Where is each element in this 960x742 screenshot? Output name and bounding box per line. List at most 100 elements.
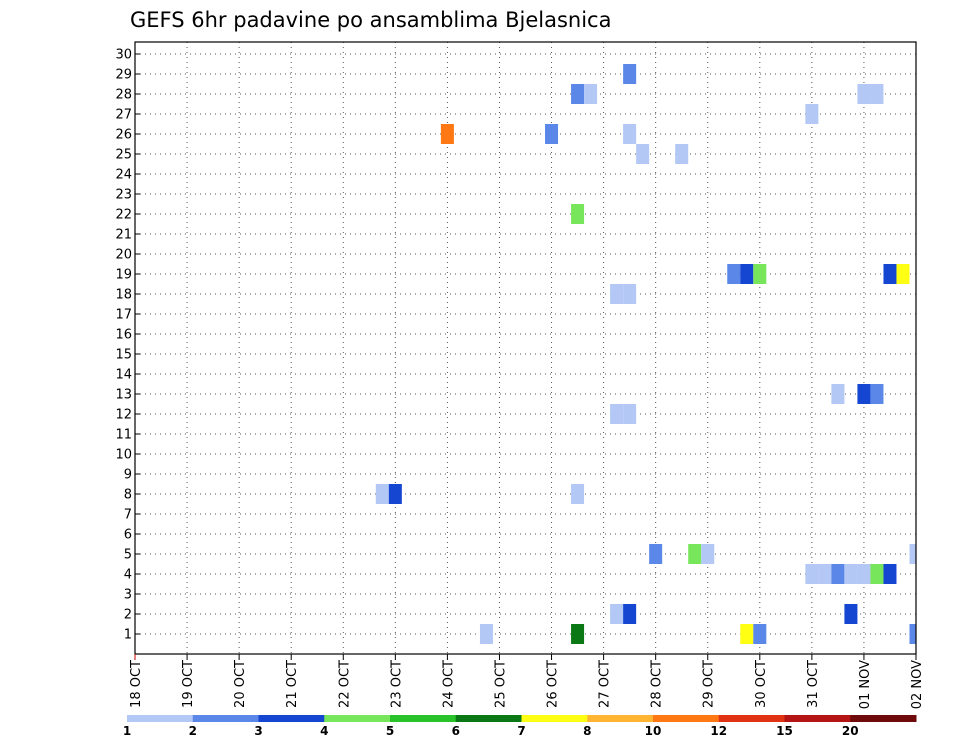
colorbar-swatch — [390, 715, 457, 722]
colorbar-label: 7 — [517, 724, 525, 738]
precip-cell — [857, 84, 871, 104]
precip-cell — [909, 624, 916, 644]
y-tick-label: 8 — [124, 488, 132, 503]
precip-cell — [896, 264, 910, 284]
precip-cell — [545, 124, 559, 144]
y-tick-label: 26 — [115, 128, 132, 143]
colorbar-label: 6 — [452, 724, 460, 738]
x-tick-label: 24 OCT — [441, 660, 456, 708]
precip-cell — [479, 624, 493, 644]
x-tick-label: 23 OCT — [389, 660, 404, 708]
y-tick-label: 21 — [115, 228, 132, 243]
precip-cell — [623, 124, 637, 144]
y-tick-label: 14 — [115, 368, 132, 383]
y-tick-label: 13 — [115, 388, 132, 403]
precip-cell — [870, 384, 884, 404]
y-tick-label: 17 — [115, 308, 132, 323]
x-tick-label: 19 OCT — [181, 660, 196, 708]
precip-cell — [571, 204, 585, 224]
x-tick-label: 18 OCT — [129, 660, 144, 708]
precip-cell — [727, 264, 741, 284]
y-tick-label: 28 — [115, 88, 132, 103]
x-tick-label: 02 NOV — [910, 660, 925, 709]
colorbar-label: 10 — [645, 724, 662, 738]
y-tick-label: 10 — [115, 448, 132, 463]
colorbar-swatch — [850, 715, 917, 722]
precip-cell — [857, 384, 871, 404]
x-tick-label: 29 OCT — [702, 660, 717, 708]
colorbar-label: 5 — [386, 724, 394, 738]
precip-cell — [388, 484, 402, 504]
precip-cell — [909, 544, 916, 564]
colorbar-label: 8 — [583, 724, 591, 738]
precip-cell — [688, 544, 702, 564]
precip-cell — [818, 564, 832, 584]
y-tick-label: 3 — [124, 588, 132, 603]
y-tick-label: 1 — [124, 628, 132, 643]
y-tick-label: 12 — [115, 408, 132, 423]
precip-cell — [375, 484, 389, 504]
precip-cell — [701, 544, 715, 564]
precip-cell — [636, 144, 650, 164]
precip-cell — [584, 84, 598, 104]
colorbar-swatch — [784, 715, 851, 722]
precip-cell — [740, 264, 754, 284]
precip-cell — [883, 564, 897, 584]
grid-lines — [135, 42, 916, 654]
y-tick-label: 23 — [115, 188, 132, 203]
x-tick-label: 31 OCT — [806, 660, 821, 708]
precip-cell — [571, 84, 585, 104]
y-tick-label: 18 — [115, 288, 132, 303]
colorbar-swatch — [192, 715, 259, 722]
precip-cell — [571, 484, 585, 504]
precip-cell — [740, 624, 754, 644]
x-tick-label: 01 NOV — [858, 660, 873, 709]
y-tick-label: 11 — [115, 428, 132, 443]
y-tick-label: 6 — [124, 528, 132, 543]
y-tick-label: 19 — [115, 268, 132, 283]
y-tick-label: 20 — [115, 248, 132, 263]
colorbar-swatch — [521, 715, 588, 722]
y-tick-label: 27 — [115, 108, 132, 123]
precip-cell — [857, 564, 871, 584]
precip-cell — [805, 104, 819, 124]
colorbar-label: 1 — [123, 724, 131, 738]
colorbar-label: 20 — [842, 724, 859, 738]
x-tick-label: 22 OCT — [337, 660, 352, 708]
y-axis: 1234567891011121314151617181920212223242… — [115, 48, 140, 643]
precip-cell — [753, 624, 767, 644]
y-tick-label: 25 — [115, 148, 132, 163]
colorbar-swatch — [455, 715, 522, 722]
precip-cell — [870, 564, 884, 584]
colorbar-legend: 1 2 3 4 5 6 7 8 10 12 15 20 — [123, 715, 917, 738]
plot-frame — [134, 41, 917, 655]
precip-cell — [610, 404, 624, 424]
x-axis: 18 OCT 19 OCT 20 OCT 21 OCT 22 OCT 23 OCT 24 O… — [129, 654, 925, 709]
y-tick-label: 15 — [115, 348, 132, 363]
y-tick-label: 5 — [124, 548, 132, 563]
y-tick-label: 2 — [124, 608, 132, 623]
precip-cell — [623, 284, 637, 304]
chart-title: GEFS 6hr padavine po ansamblima Bjelasni… — [130, 8, 611, 32]
y-tick-label: 16 — [115, 328, 132, 343]
precip-cell — [649, 544, 663, 564]
precip-cell — [844, 564, 858, 584]
precip-cell — [440, 124, 454, 144]
precip-cell — [571, 624, 585, 644]
y-tick-label: 4 — [124, 568, 132, 583]
precip-cell — [623, 604, 637, 624]
precip-cell — [675, 144, 689, 164]
x-tick-label: 27 OCT — [598, 660, 613, 708]
colorbar-label: 15 — [776, 724, 793, 738]
y-tick-label: 22 — [115, 208, 132, 223]
precip-cell — [610, 284, 624, 304]
precip-cell — [883, 264, 897, 284]
colorbar-swatch — [653, 715, 720, 722]
y-tick-label: 7 — [124, 508, 132, 523]
x-tick-label: 26 OCT — [546, 660, 561, 708]
precipitation-cells — [375, 64, 916, 644]
colorbar-swatch — [587, 715, 654, 722]
x-tick-label: 21 OCT — [285, 660, 300, 708]
x-tick-label: 25 OCT — [493, 660, 508, 708]
